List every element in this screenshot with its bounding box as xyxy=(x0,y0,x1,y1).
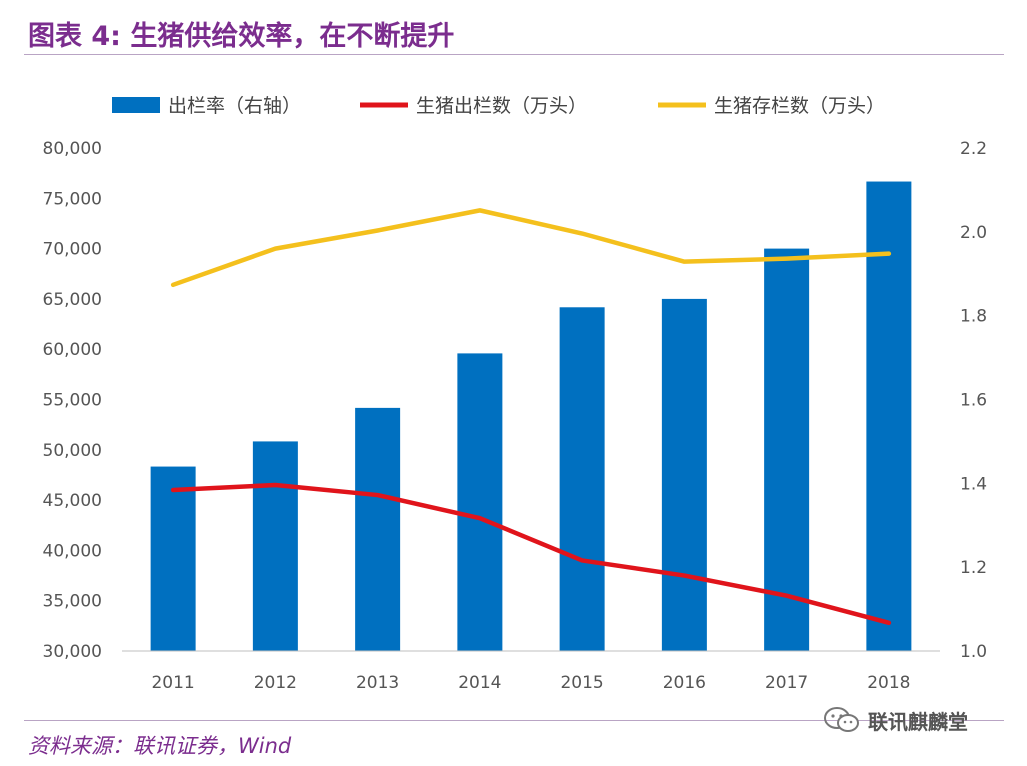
bar-2016 xyxy=(661,298,707,651)
line-series xyxy=(170,208,892,626)
bar-2011 xyxy=(150,466,196,651)
x-tick-label: 2018 xyxy=(867,673,910,693)
source-note: 资料来源：联讯证券，Wind xyxy=(28,734,292,758)
x-tick-label: 2016 xyxy=(663,673,706,693)
line-series-2 xyxy=(170,208,892,288)
bar-2018 xyxy=(866,181,912,652)
x-tick-label: 2017 xyxy=(765,673,808,693)
wechat-icon xyxy=(824,707,859,732)
x-tick-label: 2011 xyxy=(151,673,194,693)
bar-2015 xyxy=(559,307,605,651)
y-right-tick-label: 1.8 xyxy=(960,307,987,327)
y-left-tick-label: 50,000 xyxy=(43,441,102,461)
legend-swatch-bar xyxy=(112,97,160,113)
x-tick-label: 2012 xyxy=(254,673,297,693)
y-left-tick-label: 70,000 xyxy=(43,240,102,260)
right-axis: 1.0 1.2 1.4 1.6 1.8 2.0 2.2 xyxy=(960,139,987,662)
x-tick-label: 2013 xyxy=(356,673,399,693)
y-left-tick-label: 45,000 xyxy=(43,491,102,511)
watermark-text: 联讯麒麟堂 xyxy=(868,709,968,734)
y-left-tick-label: 75,000 xyxy=(43,189,102,209)
watermark: 联讯麒麟堂 xyxy=(822,705,968,735)
bar-2017 xyxy=(764,248,810,651)
title-divider xyxy=(24,54,1004,55)
bar-2014 xyxy=(457,353,503,651)
y-right-tick-label: 1.2 xyxy=(960,558,987,578)
y-left-tick-label: 30,000 xyxy=(43,642,102,662)
y-right-tick-label: 1.4 xyxy=(960,474,987,494)
legend-label: 出栏率（右轴） xyxy=(168,95,301,117)
x-tick-label: 2014 xyxy=(458,673,501,693)
page-title: 图表 4: 生猪供给效率，在不断提升 xyxy=(28,21,455,52)
x-axis: 2011 2012 2013 2014 2015 2016 2017 2018 xyxy=(151,673,910,693)
y-right-tick-label: 1.0 xyxy=(960,642,987,662)
bar-2013 xyxy=(355,407,401,651)
y-right-tick-label: 1.6 xyxy=(960,391,987,411)
y-right-tick-label: 2.2 xyxy=(960,139,987,159)
legend: 出栏率（右轴） 生猪出栏数（万头） 生猪存栏数（万头） xyxy=(112,95,885,117)
bar-2012 xyxy=(252,441,298,651)
y-left-tick-label: 35,000 xyxy=(43,592,102,612)
y-left-tick-label: 60,000 xyxy=(43,340,102,360)
y-left-tick-label: 55,000 xyxy=(43,391,102,411)
legend-label: 生猪存栏数（万头） xyxy=(714,95,885,117)
footer-divider xyxy=(24,720,1004,721)
y-left-tick-label: 40,000 xyxy=(43,541,102,561)
y-right-tick-label: 2.0 xyxy=(960,223,987,243)
y-left-tick-label: 80,000 xyxy=(43,139,102,159)
legend-label: 生猪出栏数（万头） xyxy=(416,95,587,117)
line-series-1 xyxy=(170,482,892,626)
left-axis: 30,000 35,000 40,000 45,000 50,000 55,000 60,0… xyxy=(43,139,102,662)
x-tick-label: 2015 xyxy=(560,673,603,693)
y-left-tick-label: 65,000 xyxy=(43,290,102,310)
bar-series xyxy=(150,181,912,652)
